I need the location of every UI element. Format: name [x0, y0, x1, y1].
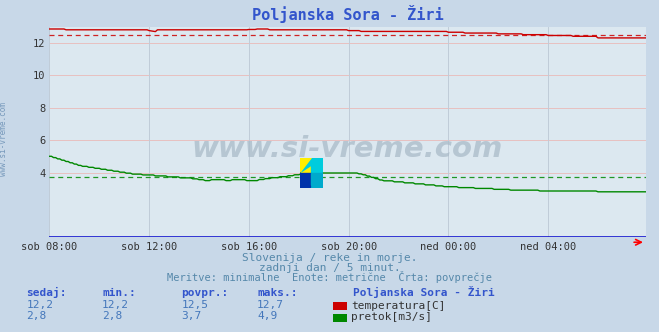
Bar: [312, 158, 323, 173]
Bar: [300, 158, 312, 173]
Bar: [312, 173, 323, 188]
Polygon shape: [300, 158, 312, 173]
Text: 12,2: 12,2: [26, 300, 53, 310]
Polygon shape: [312, 173, 323, 188]
Text: www.si-vreme.com: www.si-vreme.com: [192, 135, 503, 163]
Text: maks.:: maks.:: [257, 288, 297, 298]
Polygon shape: [300, 173, 312, 188]
Text: Poljanska Sora - Žiri: Poljanska Sora - Žiri: [353, 286, 494, 298]
Text: 12,5: 12,5: [181, 300, 208, 310]
Text: 12,7: 12,7: [257, 300, 284, 310]
Text: sedaj:: sedaj:: [26, 287, 67, 298]
Title: Poljanska Sora - Žiri: Poljanska Sora - Žiri: [252, 5, 444, 23]
Text: Slovenija / reke in morje.: Slovenija / reke in morje.: [242, 253, 417, 263]
Text: 12,2: 12,2: [102, 300, 129, 310]
Text: min.:: min.:: [102, 288, 136, 298]
Polygon shape: [300, 158, 323, 173]
Text: 4,9: 4,9: [257, 311, 277, 321]
Text: Meritve: minimalne  Enote: metrične  Črta: povprečje: Meritve: minimalne Enote: metrične Črta:…: [167, 271, 492, 283]
Text: povpr.:: povpr.:: [181, 288, 229, 298]
Text: 2,8: 2,8: [102, 311, 123, 321]
Text: www.si-vreme.com: www.si-vreme.com: [0, 103, 8, 176]
Text: temperatura[C]: temperatura[C]: [351, 301, 445, 311]
Text: pretok[m3/s]: pretok[m3/s]: [351, 312, 432, 322]
Text: zadnji dan / 5 minut.: zadnji dan / 5 minut.: [258, 263, 401, 273]
Bar: [300, 173, 312, 188]
Text: 2,8: 2,8: [26, 311, 47, 321]
Text: 3,7: 3,7: [181, 311, 202, 321]
